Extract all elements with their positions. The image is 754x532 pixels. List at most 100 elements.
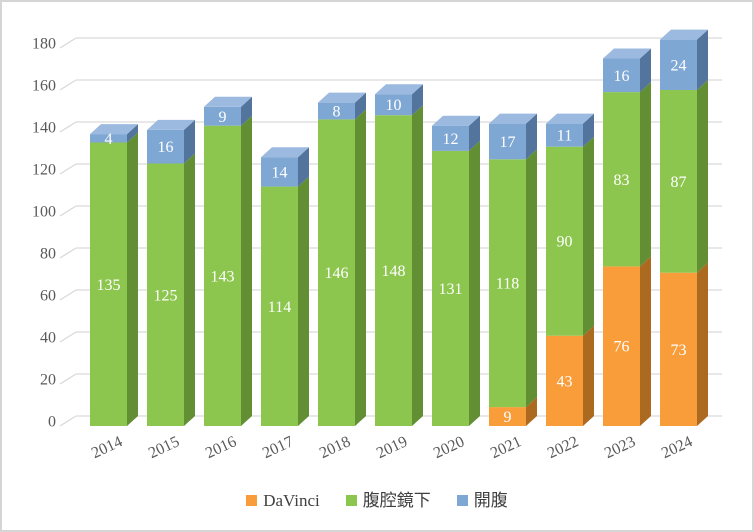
- gridline-diagonal: [59, 331, 77, 343]
- x-axis-category-label: 2019: [374, 433, 410, 462]
- bar-segment-2022: [546, 335, 583, 426]
- x-axis-category-label: 2016: [203, 433, 239, 462]
- bar-segment-side-2022: [583, 136, 594, 336]
- bar-segment-2017: [261, 186, 298, 426]
- bar-value-label-2017: 114: [268, 299, 291, 316]
- bar-value-label-2019: 10: [386, 97, 402, 114]
- legend-item-davinci: DaVinci: [246, 492, 320, 509]
- bar-segment-side-2019: [412, 105, 423, 426]
- legend-item-open: 開腹: [456, 491, 508, 510]
- bar-value-label-2020: 12: [443, 131, 459, 148]
- x-axis-category-label: 2015: [146, 433, 182, 462]
- bar-segment-side-2016: [241, 115, 252, 426]
- bar-segment-2022: [546, 123, 583, 147]
- bar-segment-side-2020: [469, 140, 480, 426]
- x-axis-category-label: 2020: [431, 433, 467, 462]
- bar-segment-2019: [375, 94, 412, 116]
- bar-segment-2015: [147, 163, 184, 426]
- bar-value-label-2022: 43: [557, 373, 573, 390]
- bar-segment-side-2022: [583, 113, 594, 147]
- chart-legend: DaVinci 腹腔鏡下 開腹: [2, 492, 752, 509]
- y-axis-tick-label: 100: [32, 204, 56, 221]
- y-axis-tick-label: 80: [40, 246, 56, 263]
- bar-segment-2021: [489, 159, 526, 408]
- bar-segment-side-2023: [640, 256, 651, 426]
- bar-value-label-2023: 16: [614, 68, 630, 85]
- bar-value-label-2021: 118: [496, 276, 519, 293]
- bar-top-face-2016: [204, 96, 252, 107]
- bar-top-face-2019: [375, 84, 423, 95]
- bar-segment-side-2018: [355, 109, 366, 427]
- gridline-diagonal: [59, 373, 77, 385]
- bar-segment-side-2018: [355, 92, 366, 120]
- bar-segment-side-2024: [697, 262, 708, 426]
- bar-segment-2023: [603, 266, 640, 426]
- bar-value-label-2021: 9: [504, 409, 512, 426]
- bar-segment-2020: [432, 150, 469, 426]
- legend-swatch-open: [456, 495, 468, 506]
- bar-value-label-2024: 24: [671, 57, 687, 74]
- bar-value-label-2014: 135: [97, 277, 121, 294]
- bar-segment-2023: [603, 58, 640, 93]
- bar-top-face-2017: [261, 147, 309, 158]
- bar-top-face-2020: [432, 115, 480, 126]
- y-axis-tick-label: 40: [40, 330, 56, 347]
- y-axis-tick-label: 180: [32, 36, 56, 53]
- bar-segment-side-2021: [526, 149, 537, 408]
- bar-segment-2015: [147, 129, 184, 164]
- bar-segment-side-2022: [583, 325, 594, 426]
- bar-segment-2018: [318, 119, 355, 427]
- gridline-diagonal: [59, 37, 77, 49]
- bar-segment-2014: [90, 134, 127, 143]
- bar-value-label-2016: 143: [211, 268, 235, 285]
- bar-segment-side-2017: [298, 147, 309, 187]
- bar-value-label-2018: 8: [333, 104, 341, 121]
- bar-value-label-2024: 87: [671, 174, 687, 191]
- bar-segment-2023: [603, 92, 640, 267]
- bar-segment-2014: [90, 142, 127, 426]
- bar-segment-side-2021: [526, 113, 537, 160]
- y-axis-tick-label: 20: [40, 372, 56, 389]
- bar-segment-side-2019: [412, 84, 423, 116]
- bar-value-label-2015: 125: [154, 287, 178, 304]
- bar-top-face-2023: [603, 48, 651, 59]
- y-axis-tick-label: 160: [32, 78, 56, 95]
- bar-segment-2017: [261, 157, 298, 187]
- y-axis-tick-label: 120: [32, 162, 56, 179]
- bar-segment-side-2023: [640, 82, 651, 267]
- legend-item-laparoscopic: 腹腔鏡下: [345, 492, 431, 509]
- bar-segment-2024: [660, 39, 697, 90]
- y-axis-tick-label: 60: [40, 288, 56, 305]
- bar-top-face-2015: [147, 119, 195, 130]
- legend-label-open: 開腹: [473, 491, 508, 510]
- x-axis-category-label: 2018: [317, 433, 353, 462]
- bar-segment-side-2015: [184, 119, 195, 164]
- bar-top-face-2021: [489, 113, 537, 124]
- bar-top-face-2014: [90, 124, 138, 135]
- bar-segment-2022: [546, 146, 583, 336]
- bar-value-label-2024: 73: [671, 342, 687, 359]
- bar-value-label-2023: 76: [614, 339, 630, 356]
- bar-segment-2021: [489, 123, 526, 160]
- bar-segment-2020: [432, 125, 469, 151]
- x-axis-category-label: 2021: [488, 433, 524, 462]
- bar-value-label-2023: 83: [614, 172, 630, 189]
- bar-segment-side-2014: [127, 132, 138, 426]
- bar-top-face-2018: [318, 92, 366, 103]
- bar-value-label-2018: 146: [325, 265, 349, 282]
- gridline-diagonal: [59, 205, 77, 217]
- x-axis-category-label: 2023: [602, 433, 638, 462]
- y-axis-tick-label: 0: [48, 414, 56, 431]
- y-axis-tick-label: 140: [32, 120, 56, 137]
- bar-segment-side-2015: [184, 153, 195, 426]
- x-axis-category-label: 2022: [545, 433, 581, 462]
- bar-segment-side-2014: [127, 124, 138, 143]
- bar-segment-2016: [204, 125, 241, 426]
- bar-top-face-2022: [546, 113, 594, 124]
- bar-segment-side-2020: [469, 115, 480, 151]
- bar-value-label-2022: 11: [557, 128, 572, 145]
- bar-segment-side-2024: [697, 80, 708, 273]
- x-axis-category-label: 2014: [89, 433, 125, 462]
- bar-value-label-2014: 4: [105, 131, 113, 148]
- bar-segment-side-2017: [298, 176, 309, 426]
